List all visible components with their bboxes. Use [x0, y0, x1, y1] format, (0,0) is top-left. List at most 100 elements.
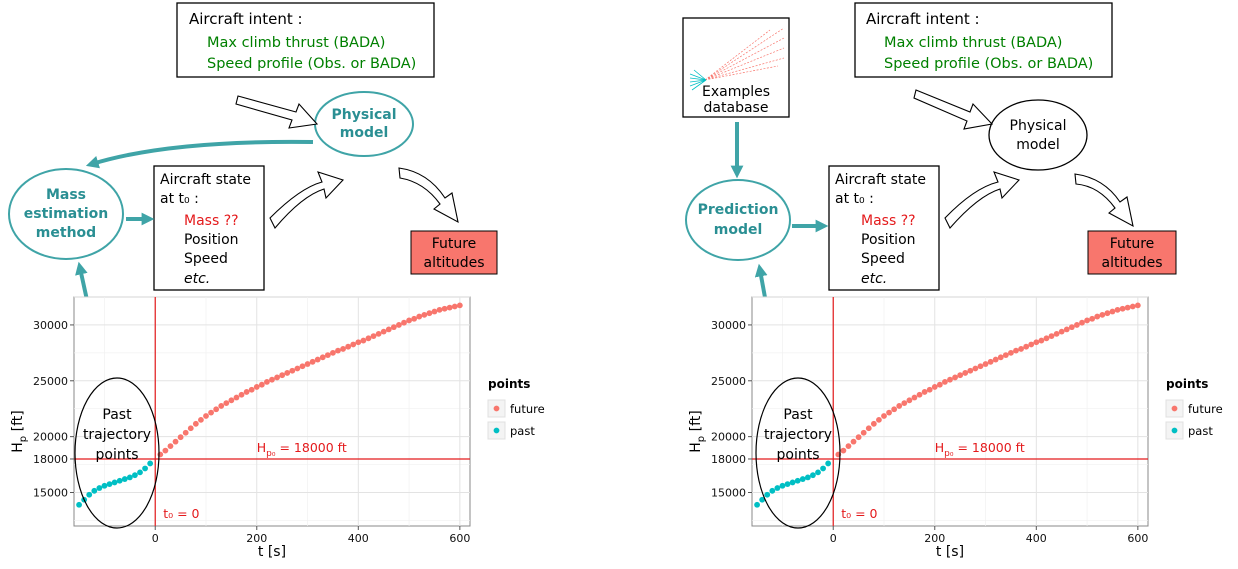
- future-point: [360, 337, 367, 344]
- future-point: [218, 403, 225, 409]
- future-point: [340, 346, 346, 352]
- past-point: [101, 482, 108, 489]
- future-point: [921, 389, 928, 395]
- intent-line-thrust-right: Max climb thrust (BADA): [884, 35, 1062, 51]
- future-point: [977, 363, 984, 370]
- legend-label-past: past: [1188, 424, 1213, 438]
- mass-estimation-label-2: estimation: [24, 206, 108, 222]
- past-point: [137, 469, 143, 476]
- future-point: [350, 341, 357, 348]
- panel-mass-estimation: Aircraft intent : Max climb thrust (BADA…: [8, 2, 545, 560]
- future-point: [1048, 333, 1055, 339]
- y-tick-label: 25000: [711, 375, 746, 388]
- future-point: [304, 361, 311, 367]
- future-point: [901, 400, 908, 407]
- future-right-label-2: altitudes: [1101, 255, 1162, 271]
- future-point: [876, 416, 882, 423]
- future-point: [421, 311, 428, 318]
- future-point: [931, 384, 938, 390]
- future-point: [936, 381, 943, 388]
- future-point: [385, 326, 392, 333]
- x-axis-title: t [s]: [936, 544, 964, 560]
- state-speed: Speed: [184, 251, 228, 267]
- future-point: [967, 367, 974, 374]
- future-point: [416, 313, 423, 320]
- future-point: [233, 394, 240, 401]
- future-point: [167, 443, 174, 450]
- y-axis-title-main: H: [688, 442, 704, 453]
- future-point: [390, 324, 397, 331]
- future-point: [330, 349, 336, 356]
- past-point: [106, 481, 113, 488]
- past-point: [126, 474, 133, 481]
- past-point: [754, 501, 760, 508]
- past-label-2: trajectory: [83, 427, 151, 443]
- future-point: [891, 406, 898, 413]
- future-point: [1084, 317, 1090, 324]
- wire-arrow-state-to-model-right: [944, 171, 1020, 229]
- past-point: [76, 501, 82, 508]
- future-point: [1119, 305, 1126, 312]
- physical-model-node: Physical model: [314, 91, 414, 157]
- future-point: [850, 438, 857, 445]
- future-point: [426, 310, 433, 317]
- future-point: [269, 376, 275, 383]
- future-point: [1104, 310, 1111, 317]
- state-right-etc: etc.: [861, 271, 887, 287]
- physical-model-node-right: Physical model: [988, 99, 1088, 171]
- past-label-1: Past: [102, 407, 132, 423]
- future-point: [840, 447, 847, 454]
- y-axis-title: Hp [ft]: [688, 410, 707, 452]
- past-right-label-2: trajectory: [764, 427, 832, 443]
- future-point: [906, 397, 913, 404]
- future-point: [172, 438, 179, 445]
- future-point: [284, 370, 291, 376]
- y-tick-label: 15000: [711, 486, 746, 499]
- future-point: [1018, 346, 1024, 352]
- y-tick-label: 20000: [711, 431, 746, 444]
- future-point: [324, 352, 331, 358]
- future-point: [1002, 352, 1009, 358]
- legend-title: points: [1166, 377, 1208, 391]
- legend-title: points: [488, 377, 530, 391]
- database-trajectories-icon: [689, 27, 785, 91]
- future-point: [1008, 349, 1014, 356]
- future-point: [243, 389, 250, 395]
- future-point: [451, 303, 458, 310]
- prediction-model-label-2: model: [714, 222, 763, 238]
- future-point: [228, 397, 235, 404]
- h0-suffix: = 18000 ft: [954, 440, 1025, 455]
- past-point: [769, 487, 776, 494]
- altitude-chart-right: 0 200 400 600 15000 18000 20000 25000 30000 Hp₀ =…: [688, 296, 1223, 560]
- future-point: [253, 384, 260, 390]
- past-point: [784, 481, 791, 488]
- plot-panel: [73, 296, 471, 527]
- altitude-chart-left: 0 200 400 600 15000 18000 20000 25000 30000 Hp₀ =…: [10, 296, 545, 560]
- legend-label-future: future: [1188, 402, 1223, 416]
- future-point: [1013, 347, 1019, 354]
- future-point: [314, 356, 321, 363]
- future-altitudes-box: Future altitudes: [410, 230, 498, 275]
- intent-title-right: Aircraft intent :: [866, 10, 980, 28]
- future-point: [1099, 311, 1106, 318]
- future-point: [881, 413, 887, 419]
- future-point: [992, 356, 999, 363]
- future-point: [162, 447, 169, 454]
- future-point: [1134, 302, 1141, 309]
- x-tick-label: 600: [449, 532, 470, 545]
- past-point: [132, 472, 138, 479]
- future-point: [365, 335, 372, 342]
- y-axis-title-main: H: [10, 442, 26, 453]
- past-point: [820, 465, 826, 472]
- y-axis-title-sub: p: [696, 436, 707, 442]
- aircraft-state-box: Aircraft state at t₀ : Mass ?? Position …: [153, 165, 265, 291]
- future-point: [294, 365, 301, 372]
- legend-label-past: past: [510, 424, 535, 438]
- future-point: [203, 413, 209, 419]
- past-point: [794, 477, 801, 484]
- y-tick-label: 18000: [711, 453, 746, 466]
- y-tick-label: 20000: [33, 431, 68, 444]
- future-point: [1109, 308, 1116, 315]
- x-tick-label: 200: [246, 532, 267, 545]
